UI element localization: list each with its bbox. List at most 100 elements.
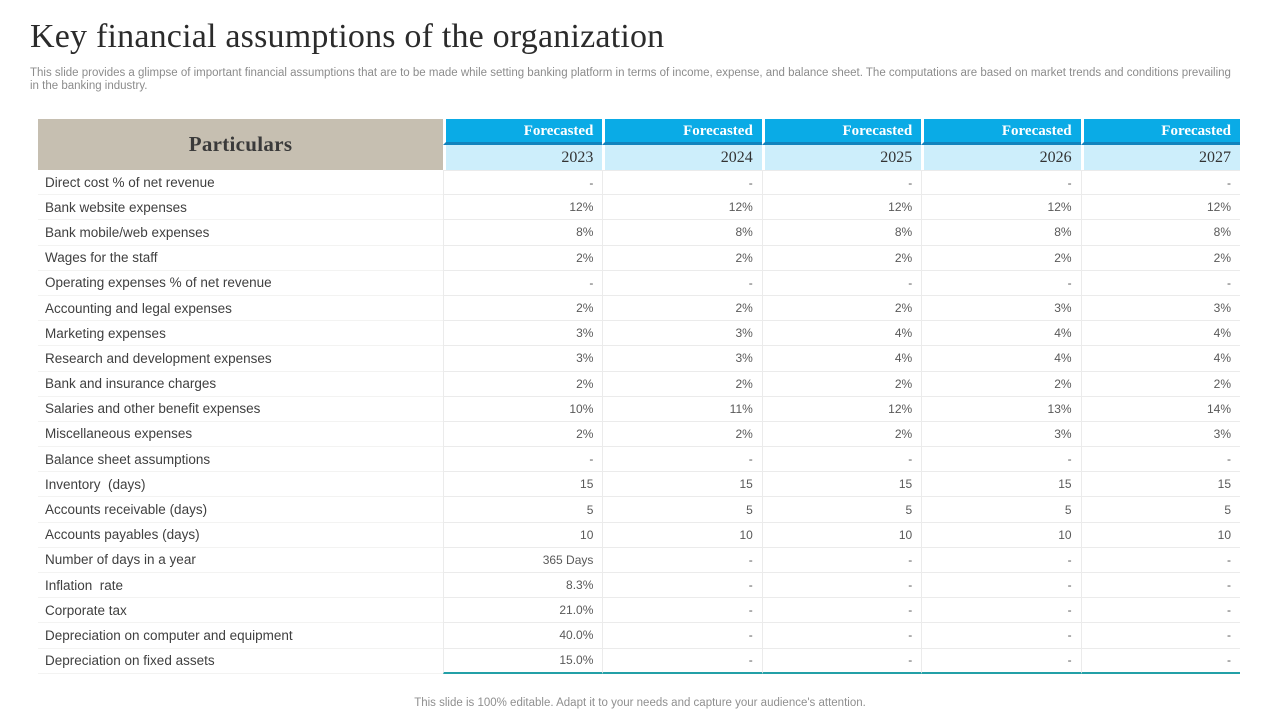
cell-value: - bbox=[921, 573, 1081, 599]
cell-value: - bbox=[761, 598, 922, 624]
cell-value: - bbox=[1080, 547, 1240, 573]
cell-value: 15 bbox=[443, 472, 603, 498]
cell-value: - bbox=[1080, 648, 1240, 674]
cell-value: - bbox=[1080, 623, 1240, 649]
cell-value: 2% bbox=[443, 245, 603, 271]
cell-value: 2% bbox=[443, 295, 603, 322]
cell-value: 8.3% bbox=[443, 573, 603, 599]
table-row: Operating expenses % of net revenue - - - - - bbox=[38, 270, 1240, 296]
financial-assumptions-table: Particulars Forecasted Forecasted Foreca… bbox=[38, 119, 1240, 674]
row-label: Accounts payables (days) bbox=[38, 523, 444, 548]
cell-value: 3% bbox=[1080, 421, 1240, 448]
cell-value: 4% bbox=[1080, 321, 1240, 347]
cell-value: - bbox=[1080, 270, 1240, 296]
cell-value: 3% bbox=[921, 295, 1081, 322]
cell-value: - bbox=[602, 170, 762, 196]
table-row: Marketing expenses 3% 3% 4% 4% 4% bbox=[38, 321, 1240, 347]
table-row: Balance sheet assumptions - - - - - bbox=[38, 447, 1240, 473]
cell-value: 2% bbox=[761, 295, 922, 322]
row-label: Accounts receivable (days) bbox=[38, 497, 444, 523]
cell-value: 3% bbox=[1080, 295, 1240, 322]
row-label: Miscellaneous expenses bbox=[38, 422, 444, 448]
row-label: Wages for the staff bbox=[38, 246, 444, 271]
table-row: Depreciation on fixed assets 15.0% - - - - bbox=[38, 648, 1240, 674]
page-title: Key financial assumptions of the organiz… bbox=[30, 18, 665, 55]
cell-value: 2% bbox=[602, 371, 762, 397]
page-subtitle: This slide provides a glimpse of importa… bbox=[30, 67, 1231, 92]
cell-value: 5 bbox=[921, 497, 1081, 523]
cell-value: 2% bbox=[1080, 371, 1240, 397]
cell-value: 12% bbox=[1080, 195, 1240, 221]
cell-value: - bbox=[1080, 447, 1240, 473]
row-label: Operating expenses % of net revenue bbox=[38, 271, 444, 296]
row-label: Bank website expenses bbox=[38, 195, 444, 221]
cell-value: 10% bbox=[443, 396, 603, 422]
cell-value: - bbox=[761, 547, 922, 573]
cell-value: - bbox=[1080, 598, 1240, 624]
cell-value: 3% bbox=[921, 421, 1081, 448]
cell-value: 10 bbox=[921, 522, 1081, 548]
cell-value: 12% bbox=[921, 195, 1081, 221]
table-row: Number of days in a year 365 Days - - - - bbox=[38, 547, 1240, 573]
cell-value: 8% bbox=[1080, 220, 1240, 246]
table-row: Bank website expenses 12% 12% 12% 12% 12% bbox=[38, 195, 1240, 221]
cell-value: - bbox=[761, 170, 922, 196]
cell-value: - bbox=[443, 447, 603, 473]
cell-value: 5 bbox=[443, 497, 603, 523]
cell-value: 12% bbox=[443, 195, 603, 221]
row-label: Depreciation on computer and equipment bbox=[38, 623, 444, 649]
cell-value: - bbox=[443, 270, 603, 296]
cell-value: 21.0% bbox=[443, 598, 603, 624]
column-year-2023: 2023 bbox=[443, 145, 603, 170]
table-body: Direct cost % of net revenue - - - - - Bank we… bbox=[38, 170, 1240, 674]
cell-value: 10 bbox=[602, 522, 762, 548]
row-label: Bank mobile/web expenses bbox=[38, 220, 444, 246]
cell-value: - bbox=[761, 447, 922, 473]
cell-value: 12% bbox=[761, 396, 922, 422]
table-row: Depreciation on computer and equipment 40… bbox=[38, 623, 1240, 649]
cell-value: - bbox=[761, 623, 922, 649]
cell-value: 8% bbox=[921, 220, 1081, 246]
cell-value: - bbox=[602, 598, 762, 624]
cell-value: 3% bbox=[602, 321, 762, 347]
column-header-forecasted-2023: Forecasted bbox=[443, 119, 603, 145]
column-header-forecasted-2027: Forecasted bbox=[1080, 119, 1240, 145]
cell-value: 5 bbox=[1080, 497, 1240, 523]
cell-value: 2% bbox=[1080, 245, 1240, 271]
cell-value: - bbox=[921, 547, 1081, 573]
cell-value: - bbox=[921, 270, 1081, 296]
cell-value: - bbox=[921, 447, 1081, 473]
table-row: Inventory (days) 15 15 15 15 15 bbox=[38, 472, 1240, 498]
cell-value: - bbox=[761, 648, 922, 674]
column-year-2025: 2025 bbox=[761, 145, 922, 170]
cell-value: 15 bbox=[761, 472, 922, 498]
cell-value: 3% bbox=[443, 346, 603, 372]
row-label: Inventory (days) bbox=[38, 472, 444, 498]
particulars-header: Particulars bbox=[38, 119, 444, 170]
cell-value: 12% bbox=[602, 195, 762, 221]
table-row: Salaries and other benefit expenses 10% 11… bbox=[38, 396, 1240, 422]
table-row: Research and development expenses 3% 3% 4% 4… bbox=[38, 346, 1240, 372]
table-row: Accounts payables (days) 10 10 10 10 10 bbox=[38, 522, 1240, 548]
cell-value: 2% bbox=[761, 371, 922, 397]
cell-value: 2% bbox=[602, 421, 762, 448]
column-year-2026: 2026 bbox=[921, 145, 1081, 170]
cell-value: 2% bbox=[443, 371, 603, 397]
cell-value: 11% bbox=[602, 396, 762, 422]
table-row: Wages for the staff 2% 2% 2% 2% 2% bbox=[38, 245, 1240, 271]
table-row: Direct cost % of net revenue - - - - - bbox=[38, 170, 1240, 196]
cell-value: - bbox=[602, 447, 762, 473]
cell-value: 8% bbox=[602, 220, 762, 246]
cell-value: - bbox=[1080, 170, 1240, 196]
cell-value: 2% bbox=[761, 245, 922, 271]
cell-value: 8% bbox=[761, 220, 922, 246]
cell-value: - bbox=[443, 170, 603, 196]
table-row: Corporate tax 21.0% - - - - bbox=[38, 598, 1240, 624]
cell-value: 2% bbox=[761, 421, 922, 448]
cell-value: 12% bbox=[761, 195, 922, 221]
row-label: Accounting and legal expenses bbox=[38, 296, 444, 322]
cell-value: 3% bbox=[602, 346, 762, 372]
cell-value: - bbox=[921, 170, 1081, 196]
cell-value: - bbox=[761, 573, 922, 599]
